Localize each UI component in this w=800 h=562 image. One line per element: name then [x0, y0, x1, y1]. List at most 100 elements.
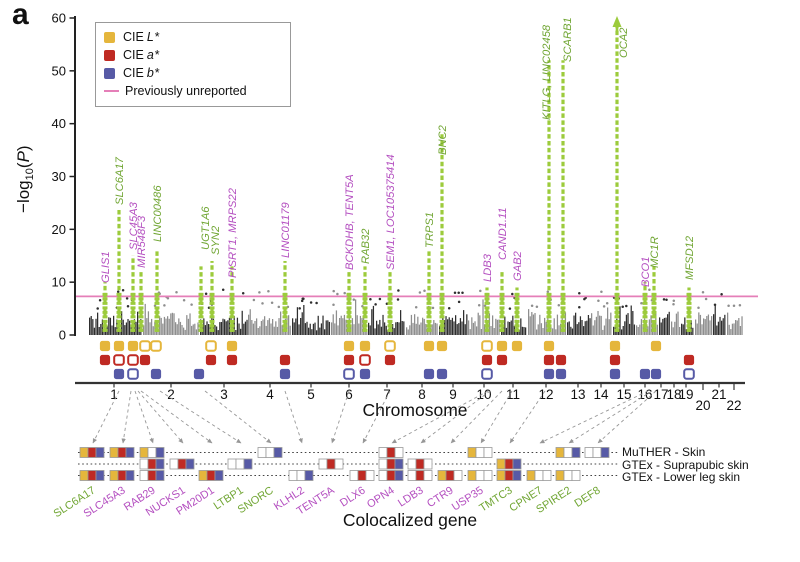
- chromosome-tick-label: 3: [220, 387, 228, 402]
- coloc-cell: [125, 447, 135, 458]
- legend: CIE L * CIE a * CIE b * Previously unreported: [95, 22, 291, 107]
- coloc-cell: [79, 447, 89, 458]
- gene-label: BNC2: [437, 124, 449, 155]
- coloc-gene-label: DEF8: [573, 484, 603, 509]
- chromosome-tick-label: 1: [110, 387, 118, 402]
- coloc-cell: [475, 447, 485, 458]
- gene-label: KITLG, LINC02458: [541, 24, 553, 120]
- chromosome-tick-label: 11: [506, 387, 520, 402]
- coloc-cell: [185, 458, 195, 470]
- chromosome-tick-label: 21: [711, 387, 726, 402]
- coloc-cell: [198, 470, 208, 481]
- coloc-cell: [177, 458, 187, 470]
- coloc-cell: [227, 458, 237, 470]
- coloc-cell: [139, 470, 149, 481]
- coloc-cell: [483, 447, 493, 458]
- coloc-cell: [467, 470, 477, 481]
- gene-label: GLIS1: [100, 251, 112, 283]
- gene-label: LINC01179: [280, 202, 292, 258]
- coloc-cell: [453, 470, 463, 481]
- coloc-cell: [125, 470, 135, 481]
- coloc-cell: [504, 470, 514, 481]
- gene-label: SLC6A17: [114, 156, 126, 205]
- y-tick-label: 40: [52, 116, 66, 131]
- y-axis: 0 10 20 30 40 50 60: [52, 11, 76, 343]
- gene-label: SCARB1: [562, 17, 574, 62]
- locus-to-gene-arrow: [284, 390, 303, 444]
- coloc-cell: [504, 458, 514, 470]
- locus-to-gene-arrow: [568, 390, 653, 444]
- gene-label: BCKDHB, TENT5A: [344, 174, 356, 270]
- coloc-cell: [334, 458, 344, 470]
- chromosome-tick-label: 17: [653, 387, 668, 402]
- legend-label: CIE: [123, 48, 144, 62]
- coloc-cell: [512, 470, 522, 481]
- coloc-cell: [415, 470, 425, 481]
- coloc-cell: [257, 447, 267, 458]
- coloc-cell: [423, 470, 433, 481]
- cie-b-swatch-icon: [104, 67, 115, 79]
- coloc-cell: [139, 458, 149, 470]
- locus-to-gene-arrow: [480, 390, 513, 444]
- gene-label: BCO1: [640, 257, 652, 287]
- coloc-cell: [571, 447, 581, 458]
- chromosome-tick-label: 20: [695, 398, 710, 413]
- coloc-cell: [475, 470, 485, 481]
- coloc-cell: [563, 447, 573, 458]
- coloc-cell: [386, 470, 396, 481]
- y-tick-label: 60: [52, 11, 66, 26]
- locus-to-gene-arrow: [92, 390, 120, 444]
- peak-columns: [102, 16, 692, 332]
- coloc-cell: [445, 470, 455, 481]
- coloc-cell: [214, 470, 224, 481]
- coloc-cell: [206, 470, 216, 481]
- coloc-cell: [155, 458, 165, 470]
- dataset-label-gtex-lower-leg-skin: GTEx - Lower leg skin: [622, 470, 741, 484]
- coloc-cell: [526, 470, 536, 481]
- significance-line-swatch-icon: [104, 89, 119, 93]
- coloc-cell: [109, 470, 119, 481]
- coloc-cell: [147, 458, 157, 470]
- gene-label: MIR548F3: [136, 215, 148, 268]
- gene-label: TRPS1: [424, 212, 436, 248]
- chromosome-tick-label: 18: [666, 387, 681, 402]
- coloc-cell: [296, 470, 306, 481]
- coloc-cell: [555, 470, 565, 481]
- coloc-cell: [265, 447, 275, 458]
- gene-label: UGT1A6: [200, 206, 212, 250]
- chromosome-tick-label: 13: [570, 387, 585, 402]
- coloc-cell: [512, 458, 522, 470]
- coloc-cell: [386, 458, 396, 470]
- coloc-cell: [467, 447, 477, 458]
- dataset-label-gtex-suprapubic-skin: GTEx - Suprapubic skin: [622, 457, 749, 472]
- gene-label: LDB3: [482, 253, 494, 282]
- coloc-cell: [288, 470, 298, 481]
- locus-to-gene-arrow: [509, 390, 546, 444]
- y-tick-label: 20: [52, 222, 66, 237]
- coloc-cell: [423, 458, 433, 470]
- locus-to-gene-arrow: [121, 390, 132, 444]
- legend-label: Previously unreported: [125, 84, 247, 98]
- coloc-cell: [496, 470, 506, 481]
- coloc-cell: [378, 470, 388, 481]
- coloc-cell: [542, 470, 552, 481]
- cie-l-swatch-icon: [104, 31, 115, 43]
- y-tick-label: 30: [52, 169, 66, 184]
- coloc-cell: [584, 447, 594, 458]
- coloc-cell: [437, 470, 447, 481]
- coloc-cell: [394, 447, 404, 458]
- chromosome-tick-label: 9: [449, 387, 457, 402]
- x-axis-title: Chromosome: [362, 400, 468, 420]
- coloc-cell: [563, 470, 573, 481]
- coloc-cell: [365, 470, 375, 481]
- coloc-cell: [87, 470, 97, 481]
- coloc-cell: [147, 470, 157, 481]
- coloc-cell: [592, 447, 602, 458]
- gene-label: SLC45A3: [128, 201, 140, 250]
- trait-squares: [99, 340, 695, 380]
- chromosome-tick-label: 8: [418, 387, 426, 402]
- coloc-cell: [318, 458, 328, 470]
- chromosome-tick-label: 5: [307, 387, 315, 402]
